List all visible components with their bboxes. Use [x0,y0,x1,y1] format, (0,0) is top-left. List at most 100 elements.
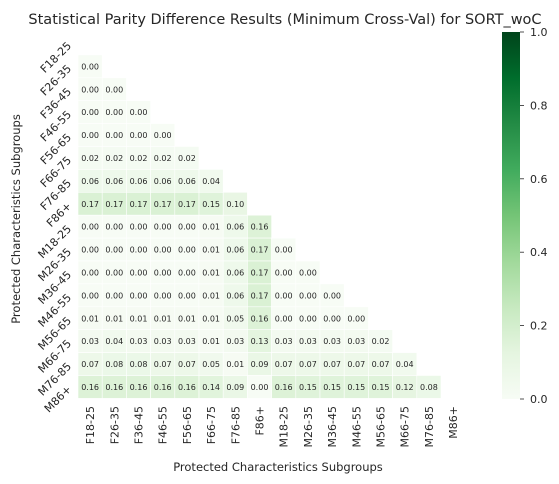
cell-annotation: 0.00 [275,268,293,277]
cell-annotation: 0.02 [130,154,148,163]
cell-annotation: 0.15 [202,200,220,209]
cell-annotation: 0.00 [275,246,293,255]
cell-annotation: 0.00 [105,291,123,300]
x-tick-label: F66-75 [205,406,218,444]
cell-annotation: 0.01 [154,314,172,323]
cell-annotation: 0.00 [323,314,341,323]
cell-annotation: 0.07 [299,360,317,369]
cell-annotation: 0.03 [226,337,244,346]
cell-annotation: 0.07 [154,360,172,369]
cell-annotation: 0.07 [275,360,293,369]
cell-annotation: 0.03 [323,337,341,346]
cell-annotation: 0.00 [251,383,269,392]
cell-annotation: 0.03 [81,337,99,346]
colorbar-tick-label: 0.2 [530,320,548,333]
cell-annotation: 0.00 [347,314,365,323]
cell-annotation: 0.00 [299,314,317,323]
cell-annotation: 0.00 [299,291,317,300]
cell-annotation: 0.04 [105,337,123,346]
cell-annotation: 0.00 [154,246,172,255]
cell-annotation: 0.00 [105,131,123,140]
cell-annotation: 0.03 [275,337,293,346]
cell-annotation: 0.14 [202,383,220,392]
cell-annotation: 0.01 [105,314,123,323]
cell-annotation: 0.04 [202,177,220,186]
cell-annotation: 0.07 [372,360,390,369]
cell-annotation: 0.16 [275,383,293,392]
cell-annotations: 0.00 0.00 0.00 0.00 0.00 0.00 0.00 0.00 0.00 0.00… [81,62,438,392]
cell-annotation: 0.00 [105,246,123,255]
cell-annotation: 0.15 [347,383,365,392]
cell-annotation: 0.06 [81,177,99,186]
cell-annotation: 0.00 [130,223,148,232]
cell-annotation: 0.05 [226,314,244,323]
cell-annotation: 0.07 [81,360,99,369]
cell-annotation: 0.00 [275,291,293,300]
x-tick-label: M46-55 [350,406,363,447]
cell-annotation: 0.17 [130,200,148,209]
cell-annotation: 0.06 [226,268,244,277]
cell-annotation: 0.01 [202,314,220,323]
cell-annotation: 0.01 [202,337,220,346]
cell-annotation: 0.00 [154,268,172,277]
cell-annotation: 0.17 [105,200,123,209]
cell-annotation: 0.00 [81,223,99,232]
cell-annotation: 0.00 [105,108,123,117]
cell-annotation: 0.06 [178,177,196,186]
cell-annotation: 0.00 [105,223,123,232]
cell-annotation: 0.01 [202,268,220,277]
cell-annotation: 0.04 [396,360,414,369]
colorbar-tick-label: 0.6 [530,173,548,186]
cell-annotation: 0.16 [178,383,196,392]
cell-annotation: 0.01 [130,314,148,323]
cell-annotation: 0.16 [81,383,99,392]
cell-annotation: 0.03 [299,337,317,346]
cell-annotation: 0.00 [178,268,196,277]
cell-annotation: 0.08 [105,360,123,369]
cell-annotation: 0.02 [154,154,172,163]
x-tick-label: M76-85 [423,406,436,447]
cell-annotation: 0.00 [81,62,99,71]
colorbar [502,32,520,399]
y-axis-label: Protected Characteristics Subgroups [9,114,23,324]
cell-annotation: 0.00 [178,246,196,255]
cell-annotation: 0.06 [105,177,123,186]
x-tick-label: F36-45 [133,406,146,444]
x-tick-label: M56-65 [375,406,388,447]
x-axis-label: Protected Characteristics Subgroups [173,460,383,474]
cell-annotation: 0.00 [275,314,293,323]
cell-annotation: 0.00 [178,291,196,300]
cell-annotation: 0.02 [105,154,123,163]
cell-annotation: 0.10 [226,200,244,209]
cell-annotation: 0.03 [347,337,365,346]
x-tick-label: F86+ [254,406,267,436]
cell-annotation: 0.00 [323,291,341,300]
cell-annotation: 0.06 [226,223,244,232]
cell-annotation: 0.02 [178,154,196,163]
cell-annotation: 0.16 [251,314,269,323]
cell-annotation: 0.15 [372,383,390,392]
cell-annotation: 0.06 [130,177,148,186]
cell-annotation: 0.02 [81,154,99,163]
cell-annotation: 0.01 [202,291,220,300]
cell-annotation: 0.08 [420,383,438,392]
x-tick-label: M18-25 [278,406,291,447]
cell-annotation: 0.00 [178,223,196,232]
cell-annotation: 0.00 [130,268,148,277]
cell-annotation: 0.09 [251,360,269,369]
cell-annotation: 0.17 [251,291,269,300]
cell-annotation: 0.06 [226,291,244,300]
cell-annotation: 0.07 [178,360,196,369]
cell-annotation: 0.13 [251,337,269,346]
cell-annotation: 0.00 [130,108,148,117]
cell-annotation: 0.15 [323,383,341,392]
cell-annotation: 0.01 [178,314,196,323]
cell-annotation: 0.00 [130,246,148,255]
cell-annotation: 0.00 [81,131,99,140]
x-tick-label: M66-75 [399,406,412,447]
cell-annotation: 0.03 [130,337,148,346]
x-tick-label: M26-35 [302,406,315,447]
x-tick-label: F46-55 [157,406,170,444]
cell-annotation: 0.08 [130,360,148,369]
